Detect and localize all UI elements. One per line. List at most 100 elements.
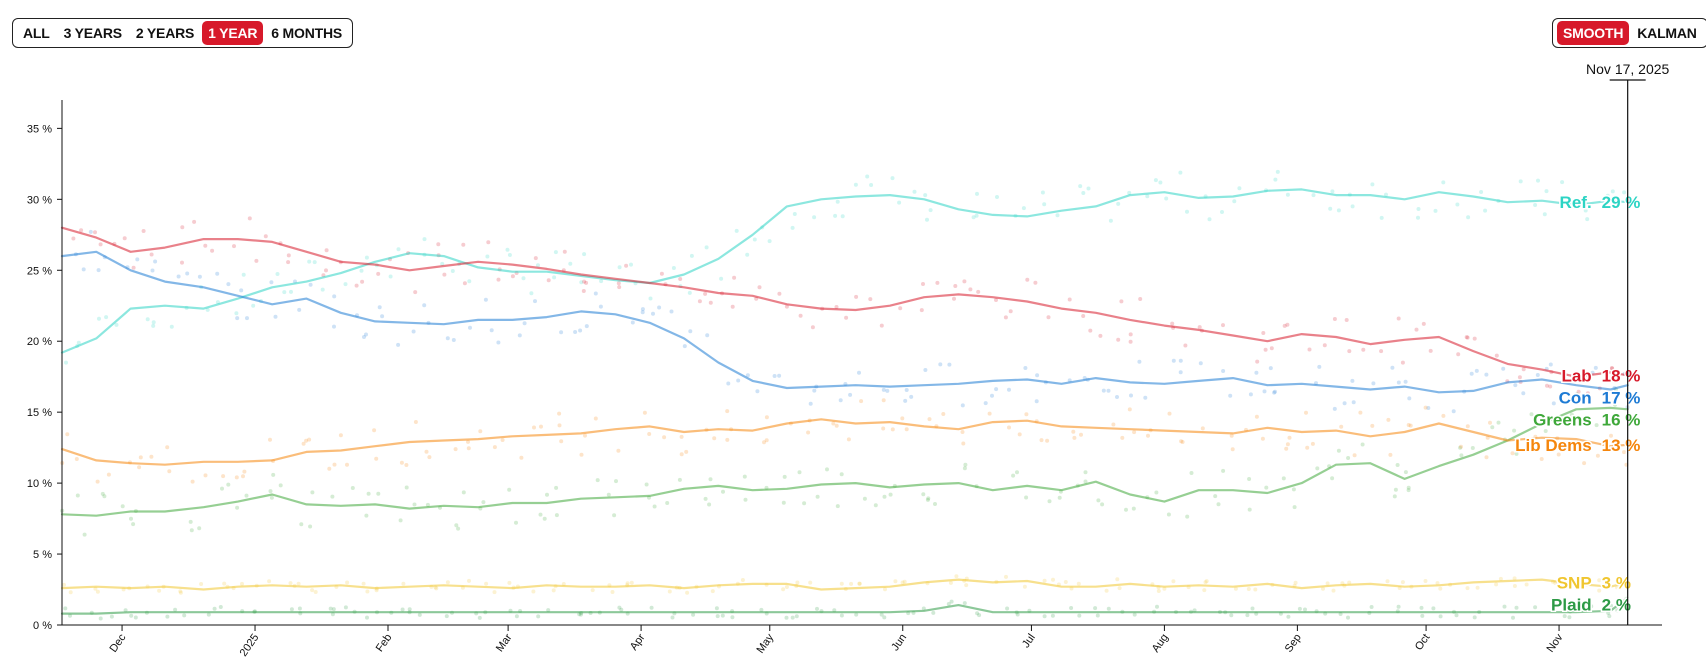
poll-point xyxy=(1281,476,1286,481)
mode-kalman-button[interactable]: KALMAN xyxy=(1637,25,1697,41)
poll-point xyxy=(810,325,815,330)
poll-point xyxy=(1248,392,1253,397)
poll-point xyxy=(975,191,979,196)
poll-point xyxy=(1178,170,1183,175)
poll-point xyxy=(1615,585,1620,590)
poll-point xyxy=(1307,347,1312,352)
poll-point xyxy=(714,606,719,611)
poll-point xyxy=(268,489,273,494)
poll-point xyxy=(1120,435,1125,440)
poll-point xyxy=(1158,180,1163,185)
poll-point xyxy=(226,282,231,287)
poll-point xyxy=(1610,366,1615,371)
poll-point xyxy=(364,255,369,260)
poll-point xyxy=(82,532,87,537)
poll-point xyxy=(688,329,693,334)
poll-point xyxy=(629,580,634,585)
x-tick-label: 2025 xyxy=(238,632,262,659)
poll-point xyxy=(1479,190,1484,194)
poll-point xyxy=(222,581,227,586)
range-all-button[interactable]: ALL xyxy=(23,25,50,41)
poll-point xyxy=(345,580,350,585)
poll-point xyxy=(226,482,231,487)
poll-point xyxy=(519,455,524,460)
poll-point xyxy=(599,279,604,284)
poll-point xyxy=(962,279,967,284)
poll-point xyxy=(1093,606,1098,611)
poll-point xyxy=(538,512,543,517)
poll-point xyxy=(1543,429,1548,433)
x-tick-label: May xyxy=(754,631,776,655)
poll-point xyxy=(98,242,103,247)
poll-point xyxy=(1185,514,1190,519)
poll-point xyxy=(846,437,851,442)
poll-point xyxy=(1291,487,1296,492)
poll-point xyxy=(1545,383,1549,388)
poll-point xyxy=(839,613,844,618)
poll-point xyxy=(1339,424,1344,429)
poll-point xyxy=(1069,606,1074,610)
poll-point xyxy=(933,502,937,506)
poll-point xyxy=(273,314,278,319)
poll-point xyxy=(1472,615,1477,620)
poll-point xyxy=(461,490,466,495)
poll-point xyxy=(968,287,973,292)
poll-point xyxy=(719,276,724,281)
poll-point xyxy=(812,388,817,393)
poll-point xyxy=(554,513,559,518)
poll-point xyxy=(619,607,624,612)
poll-point xyxy=(1229,433,1234,438)
range-3-years-button[interactable]: 3 YEARS xyxy=(63,25,122,41)
poll-point xyxy=(79,228,84,233)
date-cursor[interactable]: Nov 17, 2025 xyxy=(1586,61,1670,625)
poll-point xyxy=(1011,473,1016,478)
poll-point xyxy=(1611,416,1616,421)
poll-point xyxy=(1536,178,1540,183)
poll-point xyxy=(712,436,717,441)
poll-point xyxy=(536,614,541,619)
poll-point xyxy=(764,438,769,443)
poll-point xyxy=(1063,580,1068,584)
series-line-plaid xyxy=(60,596,1629,615)
range-6-months-button[interactable]: 6 MONTHS xyxy=(271,25,343,41)
poll-point xyxy=(365,589,370,594)
poll-point xyxy=(730,615,735,620)
poll-point xyxy=(1610,189,1615,194)
poll-point xyxy=(1465,424,1470,429)
poll-point xyxy=(120,504,125,509)
poll-point xyxy=(962,466,967,471)
poll-point xyxy=(617,265,622,270)
poll-point xyxy=(1465,335,1470,340)
poll-point xyxy=(792,212,797,216)
poll-point xyxy=(648,296,653,301)
poll-point xyxy=(767,239,772,244)
y-tick-label: 20 % xyxy=(27,336,52,348)
x-tick-label: Apr xyxy=(628,632,648,653)
poll-point xyxy=(1039,438,1044,443)
mode-smooth-button[interactable]: SMOOTH xyxy=(1557,21,1630,45)
poll-point xyxy=(1583,208,1588,213)
poll-point xyxy=(704,245,709,250)
poll-point xyxy=(1465,586,1470,591)
poll-point xyxy=(1416,215,1420,220)
poll-point xyxy=(1282,323,1287,328)
poll-point xyxy=(1454,613,1459,618)
poll-point xyxy=(584,280,589,285)
poll-point xyxy=(151,320,156,325)
poll-point xyxy=(743,497,748,502)
poll-point xyxy=(890,427,895,432)
poll-point xyxy=(1483,208,1488,213)
poll-point xyxy=(1185,209,1189,214)
poll-point xyxy=(180,225,185,230)
poll-point xyxy=(853,182,858,187)
poll-points-plaid xyxy=(63,596,1629,621)
poll-point xyxy=(1395,463,1400,467)
range-1-year-button[interactable]: 1 YEAR xyxy=(202,21,264,45)
poll-point xyxy=(267,579,272,584)
poll-point xyxy=(1247,477,1252,481)
range-2-years-button[interactable]: 2 YEARS xyxy=(135,25,195,41)
poll-point xyxy=(1137,359,1142,364)
poll-point xyxy=(185,271,190,276)
poll-point xyxy=(374,588,379,593)
poll-point xyxy=(1584,394,1589,399)
